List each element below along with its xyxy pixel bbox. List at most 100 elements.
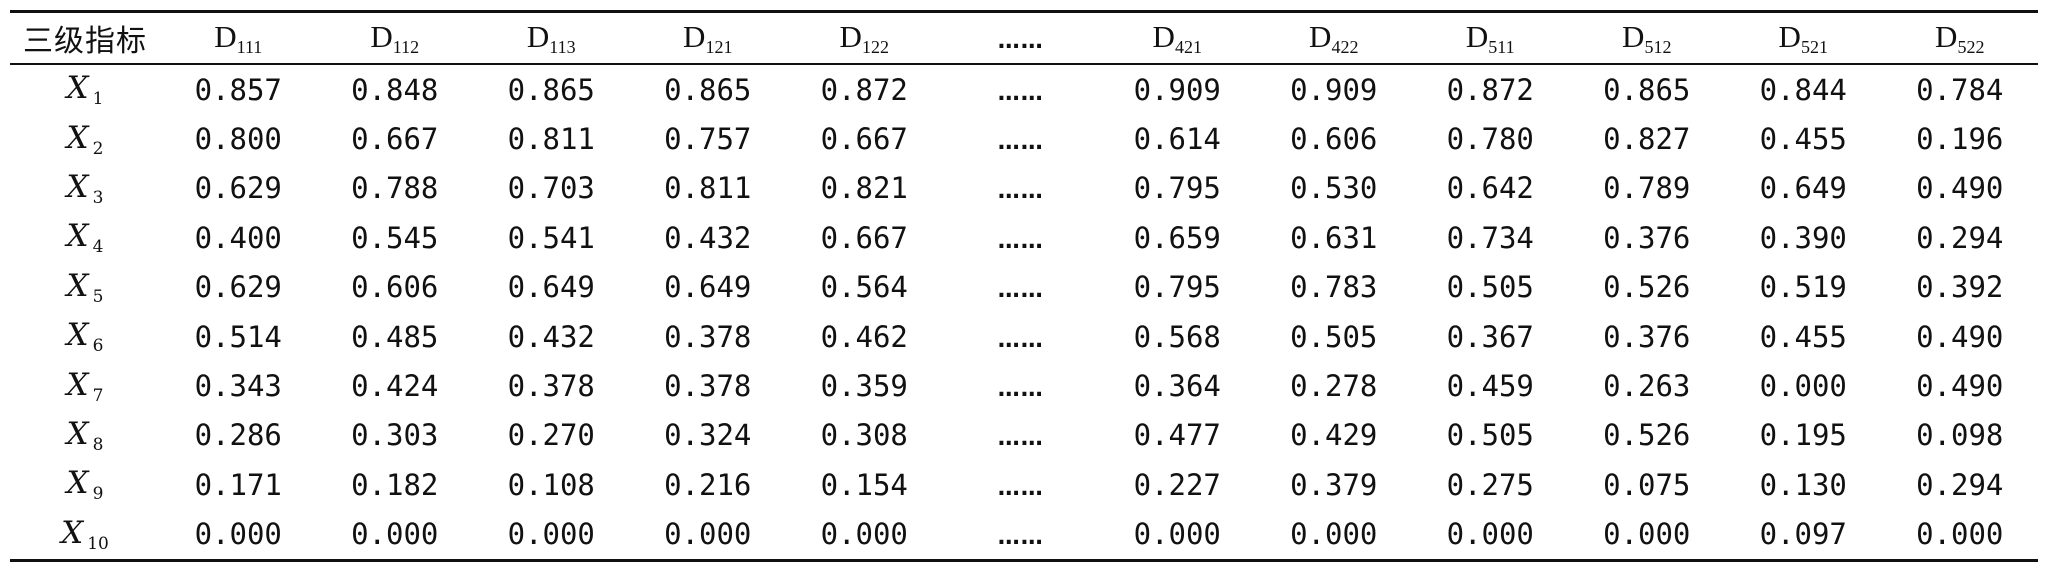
column-header-main: D (370, 18, 393, 54)
row-label-subscript: 3 (92, 187, 104, 208)
table-cell: 0.780 (1446, 122, 1534, 157)
row-label-subscript: 10 (87, 533, 109, 554)
column-header: D512 (1569, 12, 1726, 65)
table-cell: 0.400 (194, 220, 282, 255)
ellipsis-mark: …… (997, 28, 1044, 54)
table-cell: 0.424 (351, 369, 439, 404)
table-cell: 0.631 (1290, 220, 1378, 255)
column-header-subscript: 113 (549, 36, 576, 57)
ellipsis-cell: …… (943, 510, 1100, 561)
table-cell: 0.278 (1290, 369, 1378, 404)
table-cell: 0.000 (1290, 517, 1378, 552)
table-cell: 0.530 (1290, 171, 1378, 206)
row-label-main: X (66, 366, 89, 403)
column-header: D521 (1725, 12, 1882, 65)
table-cell: 0.872 (820, 72, 908, 107)
table-cell: 0.667 (820, 122, 908, 157)
table-cell: 0.130 (1759, 467, 1847, 502)
row-label-subscript: 5 (92, 286, 104, 307)
row-label-main: X (66, 267, 89, 304)
row-label: X 10 (10, 510, 160, 561)
row-label-main: X (66, 218, 89, 255)
table-cell: 0.000 (194, 517, 282, 552)
column-header: D522 (1882, 12, 2039, 65)
column-header: D421 (1099, 12, 1256, 65)
table-row: X 10 0.000 0.000 0.000 0.000 0.000 …… 0.000 0.000… (10, 510, 2038, 561)
table-row: X 2 0.800 0.667 0.811 0.757 0.667 …… 0.614 0.606 0… (10, 114, 2038, 163)
row-label-subscript: 2 (92, 138, 104, 159)
table-cell: 0.000 (664, 517, 752, 552)
table-cell: 0.848 (351, 72, 439, 107)
table-cell: 0.364 (1133, 369, 1221, 404)
table-cell: 0.844 (1759, 72, 1847, 107)
ellipsis-cell: …… (943, 164, 1100, 213)
table-cell: 0.568 (1133, 319, 1221, 354)
table-row: X 1 0.857 0.848 0.865 0.865 0.872 …… 0.909 0.909 0… (10, 64, 2038, 114)
column-header: D121 (630, 12, 787, 65)
table-row: X 3 0.629 0.788 0.703 0.811 0.821 …… 0.795 0.530 0… (10, 164, 2038, 213)
table-cell: 0.000 (1446, 517, 1534, 552)
row-label-main: X (66, 70, 89, 107)
row-label-subscript: 6 (92, 336, 104, 357)
table-row: X 6 0.514 0.485 0.432 0.378 0.462 …… 0.568 0.505 0… (10, 312, 2038, 361)
column-header: D113 (473, 12, 630, 65)
row-label-subscript: 4 (92, 237, 104, 258)
ellipsis-mark: …… (997, 377, 1044, 403)
ellipsis-cell: …… (943, 361, 1100, 410)
table-cell: 0.629 (194, 171, 282, 206)
table-cell: 0.286 (194, 418, 282, 453)
table-cell: 0.000 (1133, 517, 1221, 552)
table-cell: 0.359 (820, 369, 908, 404)
table-cell: 0.000 (507, 517, 595, 552)
table-cell: 0.294 (1916, 467, 2004, 502)
column-header-main: D (1152, 18, 1175, 54)
table-cell: 0.606 (1290, 122, 1378, 157)
table-cell: 0.629 (194, 270, 282, 305)
table-cell: 0.811 (507, 122, 595, 157)
table-cell: 0.275 (1446, 467, 1534, 502)
table-cell: 0.649 (664, 270, 752, 305)
table-cell: 0.294 (1916, 220, 2004, 255)
column-header-subscript: 421 (1174, 36, 1202, 57)
column-header-subscript: 522 (1957, 36, 1985, 57)
table-cell: 0.514 (194, 319, 282, 354)
table-cell: 0.379 (1290, 467, 1378, 502)
table-cell: 0.649 (1759, 171, 1847, 206)
table-cell: 0.614 (1133, 122, 1221, 157)
table-cell: 0.811 (664, 171, 752, 206)
table-cell: 0.667 (820, 220, 908, 255)
column-header: D422 (1256, 12, 1413, 65)
column-header-main: D (839, 18, 862, 54)
header-row: 三级指标 D111 D112 D113 D121 D122…… D421 D422 D511 D… (10, 11, 2039, 65)
table-cell: 0.097 (1759, 517, 1847, 552)
table-body: X 1 0.857 0.848 0.865 0.865 0.872…… 0.909 0.909 0… (10, 64, 2038, 561)
table-cell: 0.865 (507, 72, 595, 107)
column-header-subscript: 111 (236, 36, 263, 57)
table-cell: 0.459 (1446, 369, 1534, 404)
table-cell: 0.490 (1916, 171, 2004, 206)
table-cell: 0.390 (1759, 220, 1847, 255)
column-header-subscript: 521 (1800, 36, 1828, 57)
table-cell: 0.182 (351, 467, 439, 502)
table-cell: 0.343 (194, 369, 282, 404)
column-header: D122 (786, 12, 943, 65)
ellipsis-cell: …… (943, 312, 1100, 361)
table-cell: 0.195 (1759, 418, 1847, 453)
table-cell: 0.659 (1133, 220, 1221, 255)
table-cell: 0.649 (507, 270, 595, 305)
table-cell: 0.270 (507, 418, 595, 453)
table-cell: 0.642 (1446, 171, 1534, 206)
ellipsis-mark: …… (997, 130, 1044, 156)
table-cell: 0.519 (1759, 270, 1847, 305)
data-table-container: 三级指标 D111 D112 D113 D121 D122…… D421 D422 D511 D… (10, 10, 2038, 562)
table-cell: 0.784 (1916, 72, 2004, 107)
table-cell: 0.865 (1603, 72, 1691, 107)
table-cell: 0.455 (1759, 122, 1847, 157)
ellipsis-cell: …… (943, 114, 1100, 163)
ellipsis-mark: …… (997, 179, 1044, 205)
table-cell: 0.485 (351, 319, 439, 354)
